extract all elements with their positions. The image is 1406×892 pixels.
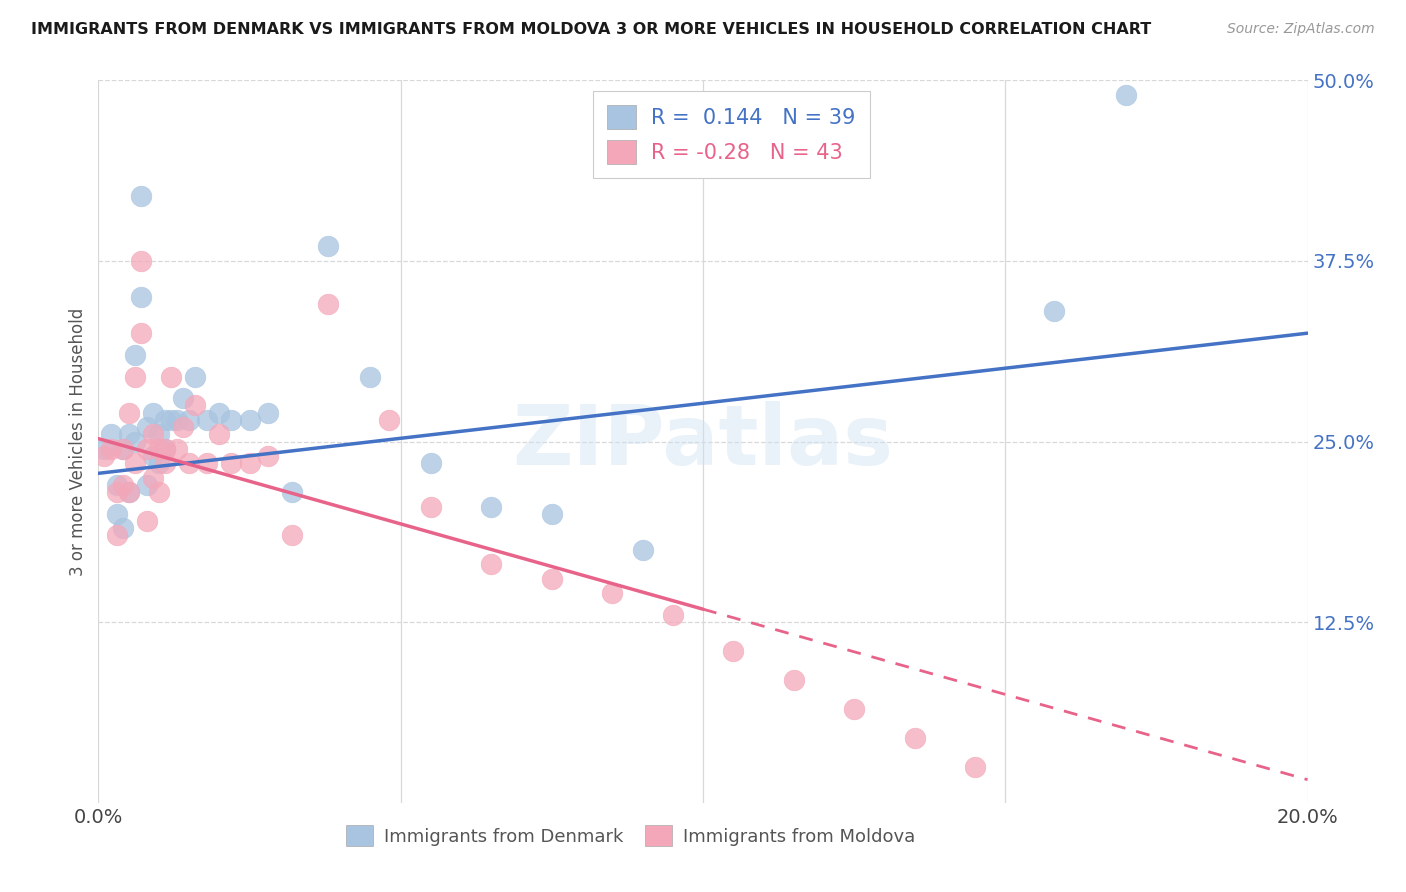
Point: [142, 449, 165, 463]
Point: [166, 413, 188, 427]
Point: [135, 442, 157, 456]
Point: [142, 406, 165, 420]
Point: [93, 449, 115, 463]
Point: [105, 478, 128, 492]
Point: [195, 456, 218, 470]
Point: [118, 485, 141, 500]
Point: [184, 369, 207, 384]
Point: [1042, 304, 1064, 318]
Point: [124, 369, 146, 384]
Point: [1115, 87, 1137, 102]
Point: [904, 731, 927, 745]
Point: [184, 398, 207, 412]
Point: [111, 442, 134, 456]
Point: [166, 442, 188, 456]
Point: [160, 413, 183, 427]
Point: [160, 369, 183, 384]
Text: IMMIGRANTS FROM DENMARK VS IMMIGRANTS FROM MOLDOVA 3 OR MORE VEHICLES IN HOUSEHO: IMMIGRANTS FROM DENMARK VS IMMIGRANTS FR…: [31, 22, 1152, 37]
Point: [783, 673, 806, 687]
Point: [179, 456, 201, 470]
Point: [135, 478, 157, 492]
Point: [723, 644, 745, 658]
Point: [129, 326, 152, 340]
Point: [256, 406, 278, 420]
Point: [105, 528, 128, 542]
Point: [420, 456, 443, 470]
Point: [208, 406, 231, 420]
Point: [105, 485, 128, 500]
Point: [256, 449, 278, 463]
Point: [377, 413, 399, 427]
Point: [129, 189, 152, 203]
Point: [105, 507, 128, 521]
Point: [481, 558, 503, 572]
Point: [118, 427, 141, 442]
Point: [118, 406, 141, 420]
Point: [129, 253, 152, 268]
Point: [142, 470, 165, 484]
Point: [195, 413, 218, 427]
Point: [153, 442, 176, 456]
Point: [135, 420, 157, 434]
Point: [540, 572, 562, 586]
Point: [153, 413, 176, 427]
Legend: Immigrants from Denmark, Immigrants from Moldova: Immigrants from Denmark, Immigrants from…: [337, 816, 924, 855]
Point: [208, 427, 231, 442]
Point: [111, 442, 134, 456]
Point: [481, 500, 503, 514]
Point: [221, 456, 243, 470]
Point: [142, 427, 165, 442]
Point: [239, 413, 262, 427]
Point: [631, 542, 654, 557]
Text: Source: ZipAtlas.com: Source: ZipAtlas.com: [1227, 22, 1375, 37]
Point: [135, 514, 157, 528]
Point: [221, 413, 243, 427]
Point: [281, 485, 304, 500]
Point: [111, 521, 134, 535]
Point: [118, 485, 141, 500]
Point: [153, 456, 176, 470]
Point: [100, 442, 122, 456]
Point: [172, 420, 194, 434]
Point: [100, 427, 122, 442]
Point: [179, 413, 201, 427]
Point: [148, 442, 170, 456]
Point: [153, 442, 176, 456]
Point: [172, 391, 194, 405]
Point: [420, 500, 443, 514]
Point: [602, 586, 624, 600]
Point: [316, 239, 339, 253]
Point: [124, 348, 146, 362]
Point: [148, 427, 170, 442]
Point: [129, 290, 152, 304]
Point: [111, 478, 134, 492]
Text: ZIPatlas: ZIPatlas: [513, 401, 893, 482]
Point: [239, 456, 262, 470]
Point: [661, 607, 683, 622]
Point: [148, 456, 170, 470]
Point: [844, 702, 866, 716]
Point: [360, 369, 382, 384]
Y-axis label: 3 or more Vehicles in Household: 3 or more Vehicles in Household: [69, 308, 87, 575]
Point: [281, 528, 304, 542]
Point: [93, 442, 115, 456]
Point: [124, 434, 146, 449]
Point: [124, 456, 146, 470]
Point: [540, 507, 562, 521]
Point: [965, 760, 987, 774]
Point: [316, 297, 339, 311]
Point: [148, 485, 170, 500]
